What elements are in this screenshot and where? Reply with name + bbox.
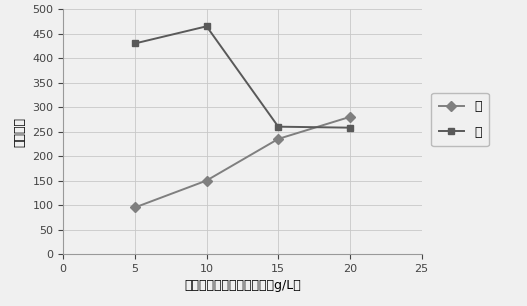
汞	[132, 42, 138, 45]
Line: 础: 础	[131, 114, 354, 211]
Legend: 础, 汞: 础, 汞	[432, 93, 489, 146]
汞	[203, 24, 210, 28]
础	[203, 179, 210, 182]
汞	[347, 126, 353, 129]
Y-axis label: 荧光强度: 荧光强度	[14, 117, 27, 147]
汞	[275, 125, 281, 129]
X-axis label: 还原剂中硒氢化钓的浓度（g/L）: 还原剂中硒氢化钓的浓度（g/L）	[184, 279, 301, 292]
础	[275, 137, 281, 141]
础	[132, 206, 138, 209]
础	[347, 115, 353, 119]
Line: 汞: 汞	[131, 23, 354, 131]
